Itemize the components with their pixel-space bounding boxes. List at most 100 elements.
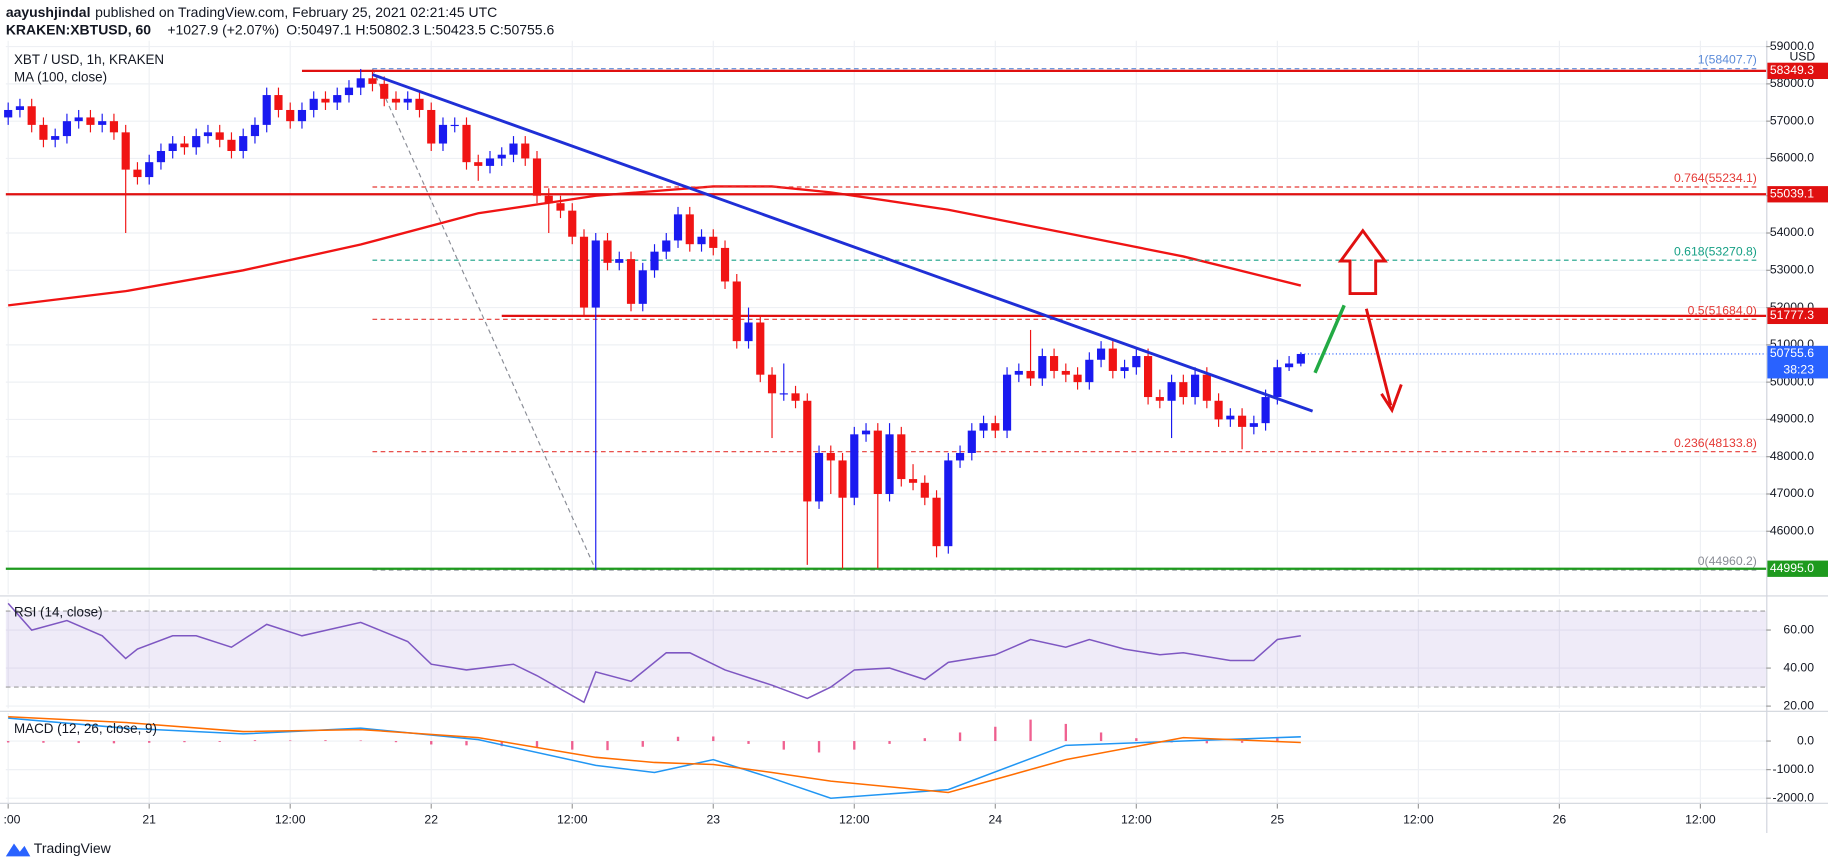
candle-body: [673, 214, 683, 241]
candle-body: [121, 132, 130, 170]
candle-body: [192, 136, 201, 148]
main-title: XBT / USD, 1h, KRAKEN: [14, 52, 164, 67]
candle-body: [297, 109, 307, 122]
macd-histogram-bar: [535, 741, 539, 748]
price-label-box: [1767, 62, 1828, 80]
candle-body: [1073, 374, 1082, 383]
candle-body: [838, 460, 847, 498]
candle-body: [979, 423, 988, 431]
change: +1027.9 (+2.07%): [167, 21, 279, 37]
candle-body: [474, 162, 483, 166]
macd-histogram-bar: [359, 740, 362, 742]
candle-body: [1132, 356, 1141, 368]
candle-body: [380, 83, 389, 99]
ma-title: MA (100, close): [14, 70, 107, 85]
logo-icon: [5, 843, 31, 857]
candle-body: [485, 158, 495, 166]
candle-body: [873, 430, 882, 494]
rsi-title: RSI (14, close): [14, 604, 103, 619]
candle-body: [568, 210, 577, 237]
candle-body: [215, 132, 224, 140]
macd-histogram-bar: [606, 741, 609, 751]
candle-body: [450, 124, 459, 127]
macd-histogram-bar: [148, 741, 151, 743]
rsi-line: [7, 602, 1301, 704]
candle-body: [662, 240, 671, 252]
price-label-box: [1767, 307, 1828, 325]
macd-histogram-bar: [1099, 732, 1103, 742]
candle-body: [779, 393, 788, 395]
x-tick-label: 12:00: [1121, 812, 1152, 826]
candle-body: [944, 460, 953, 547]
candle-body: [1214, 400, 1223, 420]
candle-body: [156, 150, 166, 163]
y-tick-label: 54000.0: [1770, 225, 1814, 239]
candle-body: [239, 136, 248, 151]
macd-histogram-bar: [1276, 738, 1279, 742]
candle-body: [1238, 415, 1247, 427]
candle-body: [626, 259, 636, 304]
y-tick-label: 20.00: [1783, 698, 1814, 712]
macd-histogram-bar: [1135, 738, 1138, 742]
candle-body: [98, 121, 107, 125]
last-price-label: 50755.6: [1770, 346, 1814, 360]
macd-histogram-bar: [500, 741, 503, 747]
candle-body: [685, 214, 694, 245]
candle-body: [826, 452, 835, 461]
candle-body: [391, 98, 401, 103]
annotations: [1313, 228, 1403, 414]
candle-body: [309, 98, 318, 110]
price-label: 55039.1: [1770, 187, 1814, 201]
candle-body: [262, 95, 271, 125]
candle-body: [74, 117, 83, 122]
candle-body: [521, 143, 530, 159]
candle-body: [885, 434, 894, 494]
candle-body: [86, 117, 95, 125]
candle-body: [732, 281, 741, 342]
macd-histogram-bar: [218, 741, 221, 742]
moving-average: [8, 185, 1302, 307]
x-tick-label: 24: [989, 812, 1003, 826]
y-tick-label: 58000.0: [1770, 76, 1814, 90]
macd-histogram-bar: [712, 736, 715, 742]
candle-body: [1108, 348, 1117, 371]
candle-body: [1191, 374, 1200, 398]
footer-logo: TradingView: [5, 840, 112, 857]
symbol: KRAKEN:XBTUSD, 60: [6, 21, 151, 37]
candle-body: [603, 240, 612, 263]
candle-body: [1002, 374, 1012, 431]
author: aayushjindal: [6, 4, 91, 20]
macd-histogram-bar: [817, 741, 821, 753]
fib-label: 0.618(53270.8): [1674, 244, 1757, 258]
candle-body: [556, 203, 565, 211]
price-label: 58349.3: [1770, 63, 1814, 77]
y-tick-label: 40.00: [1783, 660, 1814, 674]
y-tick-label: -2000.0: [1773, 790, 1815, 804]
candle-body: [133, 169, 142, 178]
macd-histogram-bar: [1029, 719, 1032, 742]
macd-histogram-bar: [1240, 741, 1244, 743]
candle-body: [1143, 356, 1153, 398]
candle-body: [1249, 423, 1258, 427]
fib-label: 0.5(51684.0): [1688, 303, 1757, 317]
candle-body: [1296, 353, 1305, 364]
y-tick-label: 48000.0: [1770, 449, 1814, 463]
candle-body: [544, 195, 553, 204]
candle-body: [1014, 370, 1023, 375]
up-arrow: [1337, 228, 1388, 296]
x-tick-label: 12:00: [275, 812, 306, 826]
y-tick-label: 46000.0: [1770, 524, 1814, 538]
candle-body: [356, 78, 365, 88]
y-tick-label: 47000.0: [1770, 486, 1814, 500]
candle-body: [1120, 367, 1129, 371]
x-tick-label: 23: [706, 812, 720, 826]
macd-histogram-bar: [958, 732, 962, 742]
candle-body: [1096, 348, 1106, 360]
candle-body: [1085, 359, 1094, 383]
candle-body: [1167, 382, 1176, 401]
x-tick-label: 12:00: [1403, 812, 1434, 826]
x-tick-label: :00: [3, 812, 20, 826]
candle-body: [168, 143, 177, 151]
